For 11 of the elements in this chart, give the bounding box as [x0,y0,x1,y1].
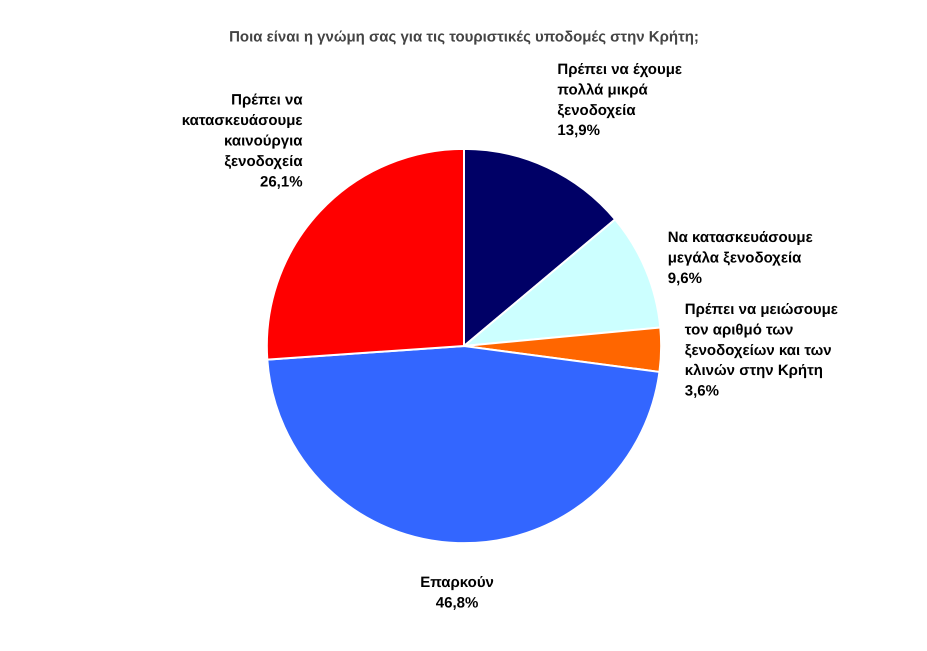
data-label: 9,6% [668,270,702,287]
slice-label: Πρέπει να κατασκευάσουμε καινούργια ξενοδοχεία [182,92,304,170]
slice-label: Επαρκούν [420,574,494,592]
data-label: 3,6% [684,382,719,400]
slice-label: Πρέπει να έχουμε πολλά μικρά ξενοδοχεία [557,60,682,119]
data-label: 26,1% [260,173,303,190]
chart-title: Ποια είναι η γνώμη σας για τις τουριστικές υποδομές στην Κρήτη; [229,28,699,46]
slice-label: Πρέπει να μειώσουμε τον αριθμό των ξενοδοχείων και των κλινών στην Κρήτη [684,301,838,380]
slice-label: Να κατασκευάσουμε μεγάλα ξενοδοχεία [668,229,813,266]
data-label: 13,9% [557,122,600,140]
data-label: 46,8% [436,594,478,612]
